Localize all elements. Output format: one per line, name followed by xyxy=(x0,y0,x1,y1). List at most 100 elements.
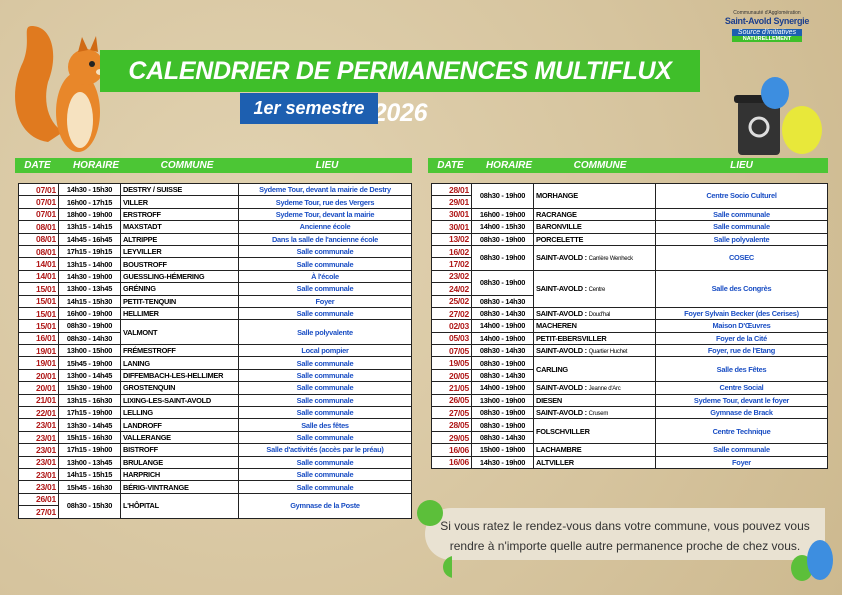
cell: Salle d'activités (accès par le préau) xyxy=(238,443,412,457)
row: 16/02 08h30 - 19h00 SAINT-AVOLD : Carrière… xyxy=(431,244,828,271)
col-head: DATE xyxy=(24,160,51,171)
row: 27/05 08h30 - 19h00 SAINT-AVOLD : Crusem Gy… xyxy=(431,406,828,420)
cell: 14h30 - 19h00 xyxy=(471,455,534,470)
cell: DIESEN xyxy=(533,393,656,408)
cell: 13h30 - 14h45 xyxy=(58,418,121,432)
cell: ALTVILLER xyxy=(533,455,656,470)
cell: Centre Socio Culturel xyxy=(655,183,828,209)
schedule-table: 07/01 14h30 - 15h30 DESTRY / SUISSE Sydeme … xyxy=(18,182,412,519)
cell: 23/02 xyxy=(431,269,472,284)
cell: 23/01 xyxy=(18,467,59,482)
row: 15/01 16h00 - 19h00 HELLIMER Salle communal… xyxy=(18,306,412,321)
quartier: Doud'hal xyxy=(588,312,611,319)
cell: 15h15 - 16h30 xyxy=(58,430,121,445)
squirrel xyxy=(15,26,104,152)
cell: 13h15 - 16h30 xyxy=(58,393,121,408)
cell: 23/01 xyxy=(18,480,59,494)
row: 22/01 17h15 - 19h00 LELLING Salle communale xyxy=(18,406,412,420)
cell: 08h30 - 14h30 xyxy=(471,430,534,445)
cell: 07/05 xyxy=(431,344,472,358)
cell: 14h30 - 19h00 xyxy=(58,269,121,284)
cell: 08h30 - 19h00 xyxy=(471,244,534,271)
cell: LANDROFF xyxy=(120,418,239,432)
cell: PORCELETTE xyxy=(533,232,656,246)
bins-illustration xyxy=(734,77,822,155)
row: 23/01 13h00 - 13h45 BRULANGE Salle communal… xyxy=(18,455,412,470)
row: 14/01 13h15 - 14h00 BOUSTROFF Salle communa… xyxy=(18,257,412,271)
commune: SAINT-AVOLD : xyxy=(536,284,587,294)
row: 23/01 14h15 - 15h15 HARPRICH Salle communal… xyxy=(18,467,412,482)
cell: DESTRY / SUISSE xyxy=(120,182,239,197)
row: 20/05 08h30 - 14h30 xyxy=(431,368,828,383)
cell: 15/01 xyxy=(18,306,59,321)
col-head: LIEU xyxy=(315,160,339,171)
cell: GROSTENQUIN xyxy=(120,381,239,395)
cell: 16h00 - 19h00 xyxy=(471,207,534,222)
note: Si vous ratez le rendez-vous dans votre … xyxy=(425,508,825,560)
row: 05/03 14h00 - 19h00 PETIT-EBERSVILLER Foyer… xyxy=(431,331,828,346)
cell: LEYVILLER xyxy=(120,244,239,259)
row: 29/01 xyxy=(431,195,828,209)
cell: Gymnase de la Poste xyxy=(238,492,412,519)
cell: 21/05 xyxy=(431,381,472,395)
cell: À l'école xyxy=(238,269,412,284)
row: 28/01 08h30 - 19h00 MORHANGE Centre Socio C… xyxy=(431,182,828,209)
cell: 17h15 - 19h15 xyxy=(58,244,121,259)
cell: Salle communale xyxy=(238,467,412,482)
cell: VALMONT xyxy=(120,319,239,346)
cell: 14h00 - 15h30 xyxy=(471,220,534,234)
row: 15/01 14h15 - 15h30 PETIT-TENQUIN Foyer xyxy=(18,294,412,308)
cell: 14h15 - 15h30 xyxy=(58,294,121,308)
cell: BISTROFF xyxy=(120,443,239,457)
cell: SAINT-AVOLD : Carrière Wenheck xyxy=(533,244,656,271)
cell: 24/02 xyxy=(431,282,472,296)
cell: 14h00 - 19h00 xyxy=(471,331,534,346)
cell: Salle communale xyxy=(655,220,828,234)
cell: 25/02 xyxy=(431,294,472,308)
cell: 23/01 xyxy=(18,443,59,457)
cell: Maison D'Œuvres xyxy=(655,319,828,333)
cell: L'HÔPITAL xyxy=(120,492,239,519)
quartier: Carrière Wenheck xyxy=(588,256,634,263)
cell: HARPRICH xyxy=(120,467,239,482)
cell: 26/01 xyxy=(18,492,59,507)
cell: HELLIMER xyxy=(120,306,239,321)
cell: 14h00 - 19h00 xyxy=(471,381,534,395)
row: 29/05 08h30 - 14h30 xyxy=(431,430,828,445)
cell: 27/05 xyxy=(431,406,472,420)
cell: COSEC xyxy=(655,244,828,271)
cell: Sydeme Tour, rue des Vergers xyxy=(238,195,412,209)
cell: 17h15 - 19h00 xyxy=(58,443,121,457)
cell: Foyer de la Cité xyxy=(655,331,828,346)
row: 24/02 xyxy=(431,282,828,296)
cell: Foyer, rue de l'Etang xyxy=(655,344,828,358)
row: 16/06 15h00 - 19h00 LACHAMBRE Salle communa… xyxy=(431,443,828,457)
cell: VILLER xyxy=(120,195,239,209)
cell: 21/01 xyxy=(18,393,59,408)
cell: PETIT-EBERSVILLER xyxy=(533,331,656,346)
cell: 13h00 - 15h00 xyxy=(58,344,121,358)
cell: Sydeme Tour, devant la mairie xyxy=(238,207,412,222)
cell: 13h00 - 13h45 xyxy=(58,455,121,470)
cell: MORHANGE xyxy=(533,183,656,209)
cell: 16/01 xyxy=(18,331,59,346)
cell: Salle communale xyxy=(655,207,828,222)
cell: Salle communale xyxy=(238,306,412,321)
cell: 13h15 - 14h15 xyxy=(58,220,121,234)
cell: GUESSLING-HÉMERING xyxy=(120,269,239,284)
cell: 15/01 xyxy=(18,282,59,296)
cell: 08h30 - 19h00 xyxy=(58,319,121,333)
cell: Salle communale xyxy=(238,381,412,395)
cell: Salle polyvalente xyxy=(238,319,412,346)
cell: Salle communale xyxy=(238,356,412,370)
cell: 28/01 xyxy=(431,182,472,197)
cell: 15h45 - 16h30 xyxy=(58,480,121,494)
col-head: LIEU xyxy=(730,160,753,171)
cell: BOUSTROFF xyxy=(120,257,239,271)
col-head: COMMUNE xyxy=(160,160,214,171)
cell: FRÉMESTROFF xyxy=(120,344,239,358)
subtitle: 1er semestre xyxy=(240,93,378,124)
cell: ALTRIPPE xyxy=(120,232,239,246)
cell: 07/01 xyxy=(18,195,59,209)
cell: 08h30 - 19h00 xyxy=(471,232,534,246)
